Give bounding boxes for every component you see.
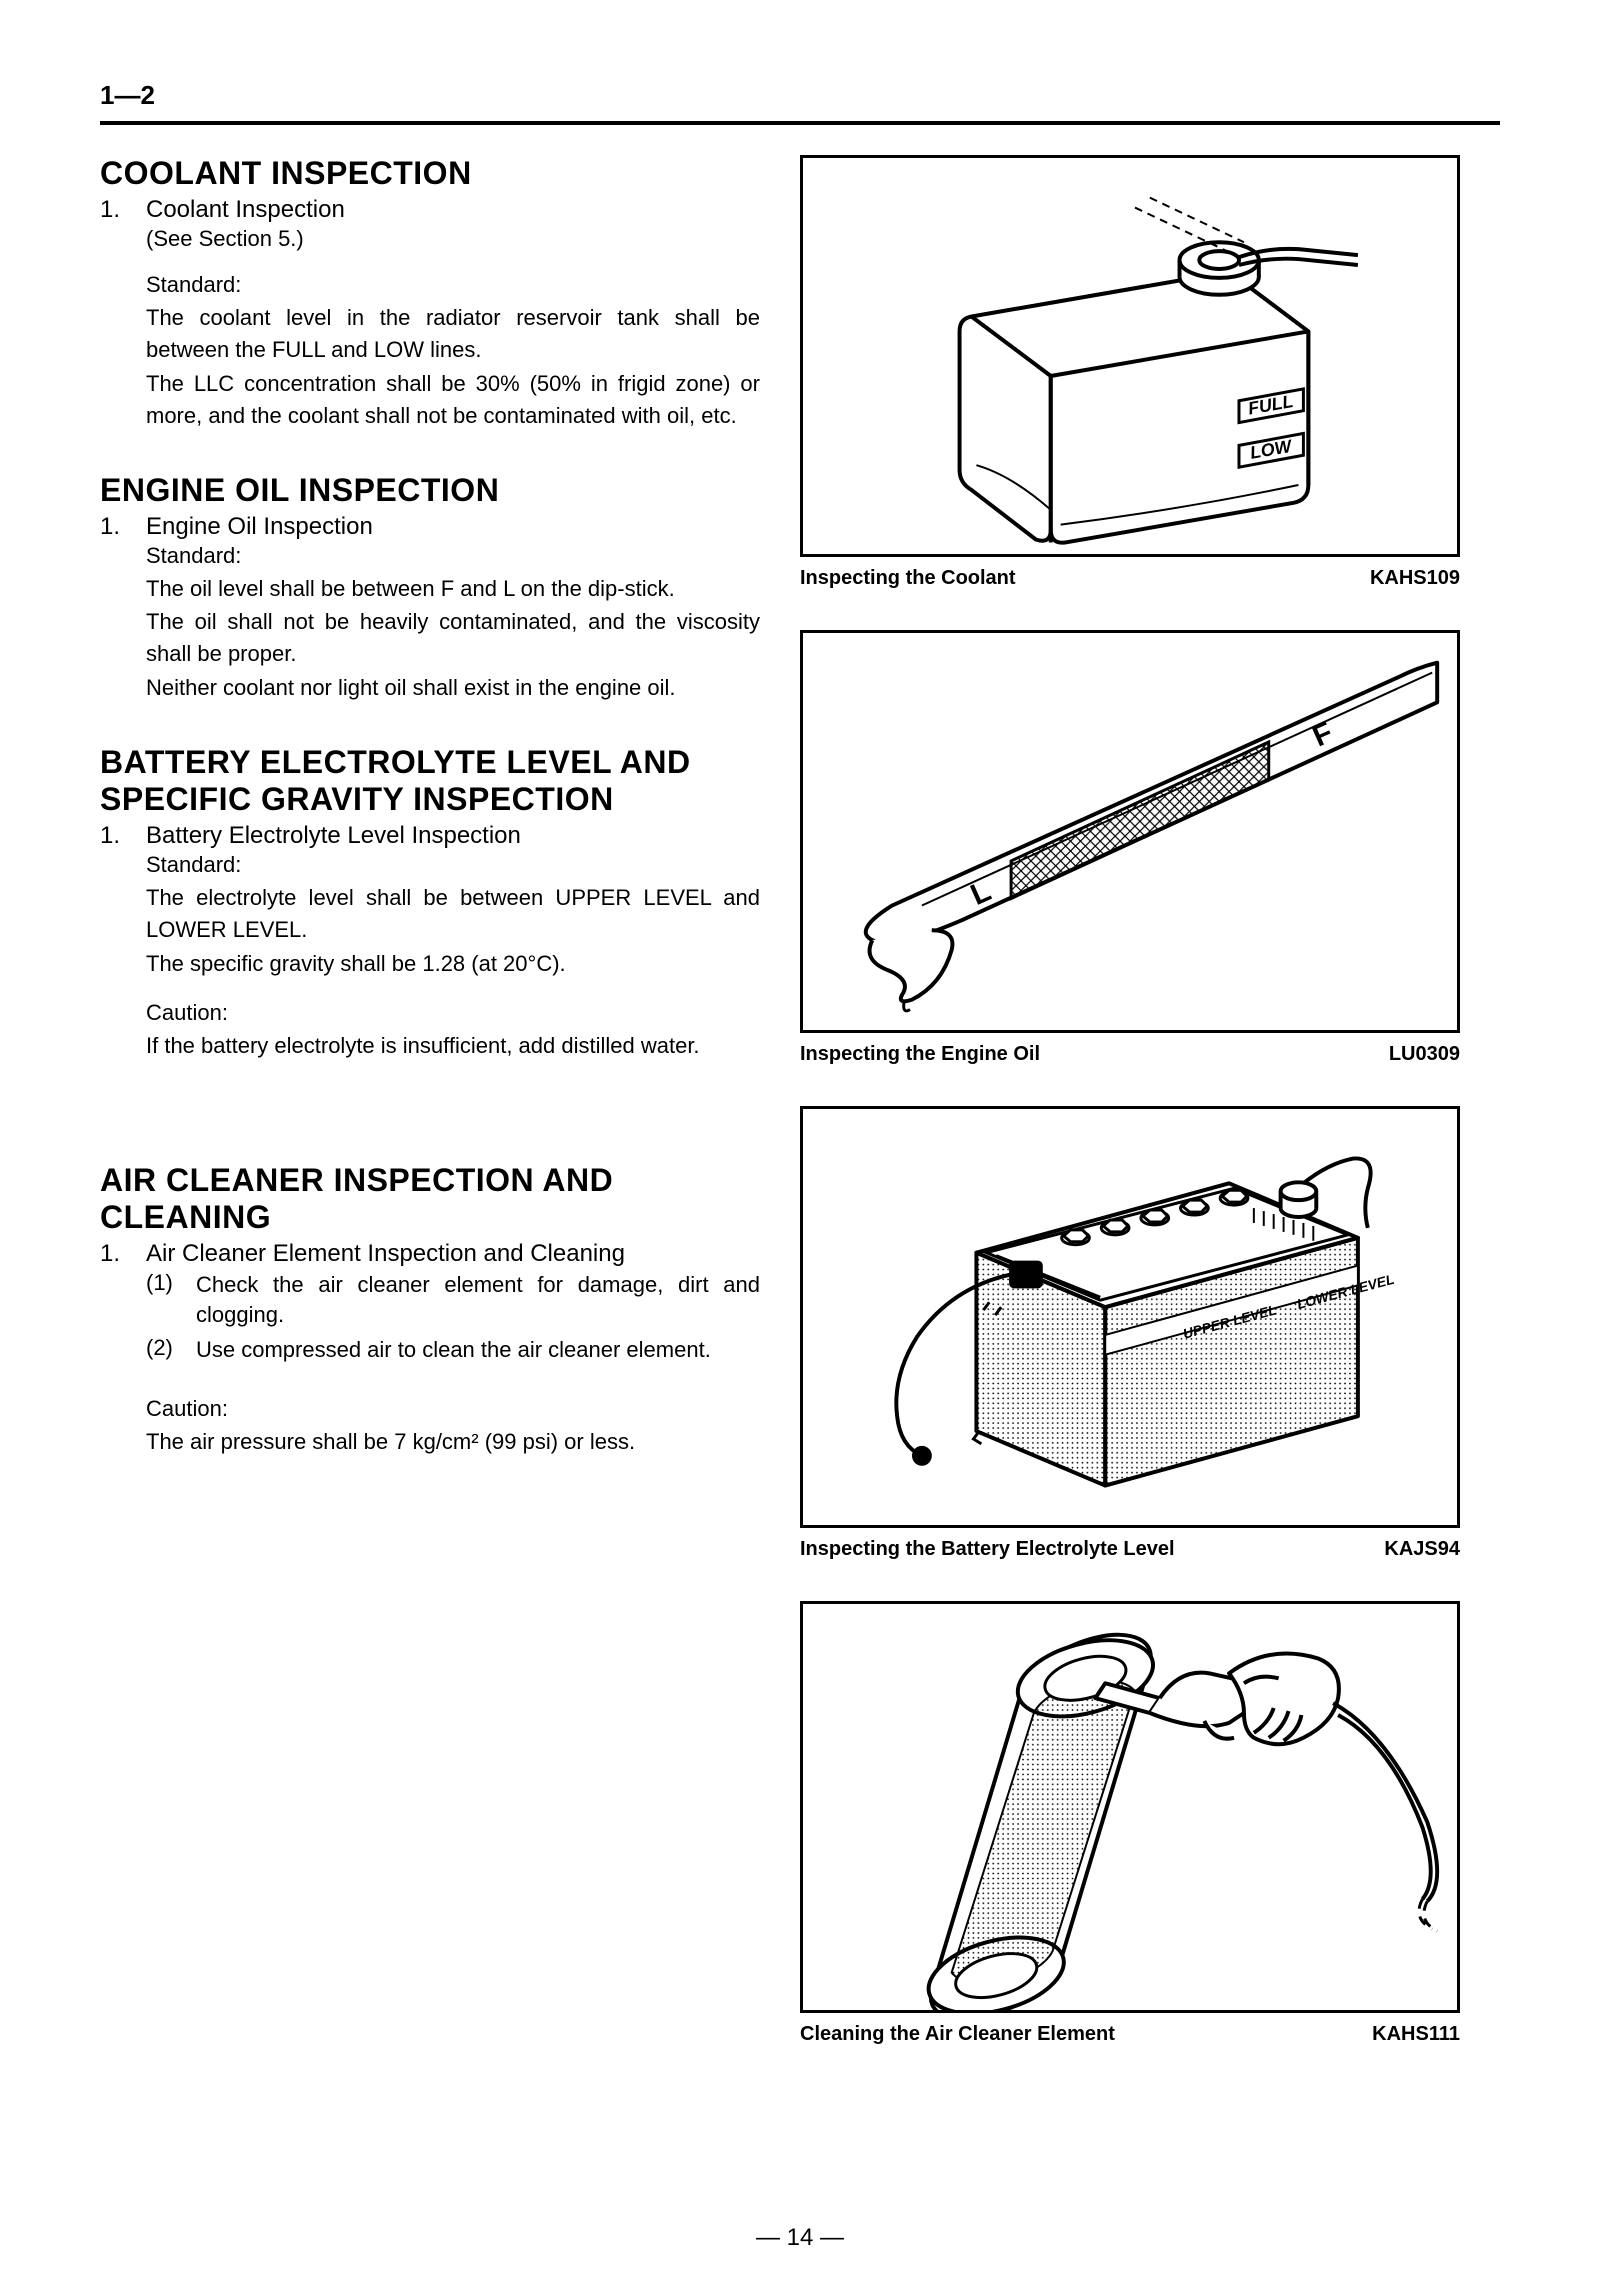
battery-item-title: Battery Electrolyte Level Inspection <box>146 822 521 850</box>
figure-air <box>800 1601 1460 2013</box>
coolant-item-num: 1. <box>100 196 146 224</box>
section-oil: ENGINE OIL INSPECTION 1. Engine Oil Insp… <box>100 472 760 705</box>
fig4-code: KAHS111 <box>1372 2023 1460 2046</box>
coolant-std-label: Standard: <box>146 272 760 298</box>
coolant-item-title: Coolant Inspection <box>146 196 345 224</box>
coolant-title: COOLANT INSPECTION <box>100 155 760 192</box>
air-title: AIR CLEANER INSPECTION AND CLEANING <box>100 1162 760 1236</box>
oil-std-body-2: The oil shall not be heavily contaminate… <box>146 606 760 670</box>
figure-battery: UPPER LEVEL LOWER LEVEL <box>800 1106 1460 1528</box>
battery-caution-label: Caution: <box>146 1000 760 1026</box>
air-step2-body: Use compressed air to clean the air clea… <box>196 1335 760 1366</box>
air-step1-body: Check the air cleaner element for damage… <box>196 1270 760 1332</box>
coolant-see: (See Section 5.) <box>146 226 760 252</box>
fig2-code: LU0309 <box>1389 1043 1460 1066</box>
battery-item-num: 1. <box>100 822 146 850</box>
coolant-std-body-1: The coolant level in the radiator reserv… <box>146 302 760 366</box>
fig3-caption: Inspecting the Battery Electrolyte Level <box>800 1538 1175 1561</box>
battery-std-label: Standard: <box>146 852 760 878</box>
oil-std-body-1: The oil level shall be between F and L o… <box>146 573 760 605</box>
figure-coolant: FULL LOW <box>800 155 1460 557</box>
oil-item-title: Engine Oil Inspection <box>146 513 373 541</box>
battery-caution-body: If the battery electrolyte is insufficie… <box>146 1030 760 1062</box>
air-step2-num: (2) <box>146 1335 196 1366</box>
air-item-title: Air Cleaner Element Inspection and Clean… <box>146 1240 625 1268</box>
oil-std-body-3: Neither coolant nor light oil shall exis… <box>146 672 760 704</box>
section-coolant: COOLANT INSPECTION 1. Coolant Inspection… <box>100 155 760 432</box>
oil-item-num: 1. <box>100 513 146 541</box>
figure-oil: F L <box>800 630 1460 1032</box>
fig4-caption: Cleaning the Air Cleaner Element <box>800 2023 1115 2046</box>
oil-title: ENGINE OIL INSPECTION <box>100 472 760 509</box>
page-header: 1—2 <box>100 80 1500 125</box>
battery-std-body-2: The specific gravity shall be 1.28 (at 2… <box>146 948 760 980</box>
page-footer: — 14 — <box>0 2224 1600 2252</box>
fig1-caption: Inspecting the Coolant <box>800 567 1016 590</box>
air-caution-label: Caution: <box>146 1396 760 1422</box>
air-step1-num: (1) <box>146 1270 196 1332</box>
section-air: AIR CLEANER INSPECTION AND CLEANING 1. A… <box>100 1162 760 1458</box>
air-caution-body: The air pressure shall be 7 kg/cm² (99 p… <box>146 1426 760 1458</box>
coolant-std-body-2: The LLC concentration shall be 30% (50% … <box>146 368 760 432</box>
fig2-caption: Inspecting the Engine Oil <box>800 1043 1040 1066</box>
fig3-code: KAJS94 <box>1384 1538 1460 1561</box>
battery-title: BATTERY ELECTROLYTE LEVEL AND SPECIFIC G… <box>100 744 760 818</box>
fig1-code: KAHS109 <box>1370 567 1460 590</box>
section-battery: BATTERY ELECTROLYTE LEVEL AND SPECIFIC G… <box>100 744 760 1062</box>
oil-std-label: Standard: <box>146 543 760 569</box>
battery-std-body-1: The electrolyte level shall be between U… <box>146 882 760 946</box>
air-item-num: 1. <box>100 1240 146 1268</box>
